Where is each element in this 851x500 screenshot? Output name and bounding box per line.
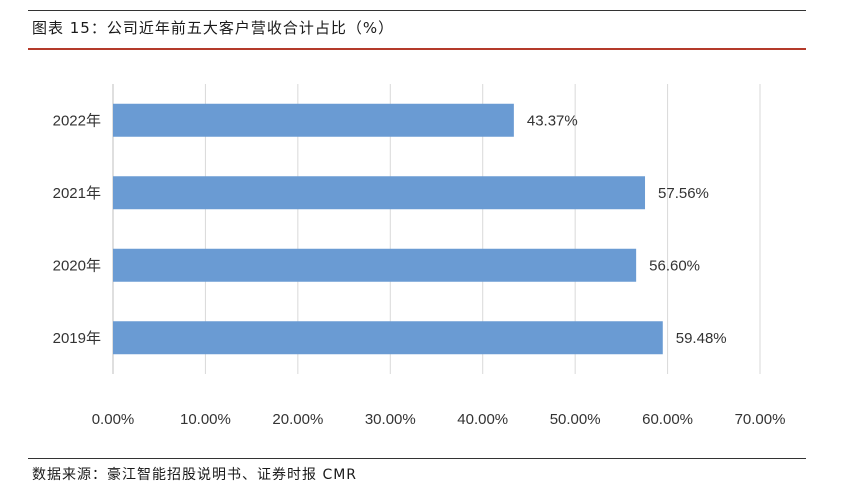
data-label: 43.37%	[527, 112, 578, 129]
bar	[113, 248, 637, 282]
source-note: 数据来源：豪江智能招股说明书、证券时报 CMR	[32, 467, 358, 483]
bottom-rule	[28, 458, 806, 459]
category-label: 2020年	[53, 257, 101, 274]
data-label: 59.48%	[676, 330, 727, 347]
top-rule	[28, 10, 806, 11]
x-tick-label: 20.00%	[272, 411, 323, 428]
bar	[113, 176, 646, 210]
data-label: 57.56%	[658, 185, 709, 202]
figure-title: 图表 15：公司近年前五大客户营收合计占比（%）	[32, 19, 395, 37]
category-labels: 2022年 2021年 2020年 2019年	[53, 112, 101, 347]
category-label: 2021年	[53, 185, 101, 202]
bar	[113, 321, 663, 355]
x-tick-label: 70.00%	[735, 411, 786, 428]
x-tick-label: 0.00%	[92, 411, 135, 428]
x-tick-label: 60.00%	[642, 411, 693, 428]
x-tick-label: 30.00%	[365, 411, 416, 428]
title-rule	[28, 48, 806, 50]
x-tick-label: 50.00%	[550, 411, 601, 428]
bars	[113, 103, 663, 355]
x-tick-label: 40.00%	[457, 411, 508, 428]
category-label: 2019年	[53, 330, 101, 347]
value-labels: 43.37% 57.56% 56.60% 59.48%	[527, 112, 727, 347]
bar	[113, 103, 514, 137]
x-tick-label: 10.00%	[180, 411, 231, 428]
category-label: 2022年	[53, 112, 101, 129]
x-tick-labels: 0.00% 10.00% 20.00% 30.00% 40.00% 50.00% 60.00…	[92, 411, 786, 428]
data-label: 56.60%	[649, 257, 700, 274]
